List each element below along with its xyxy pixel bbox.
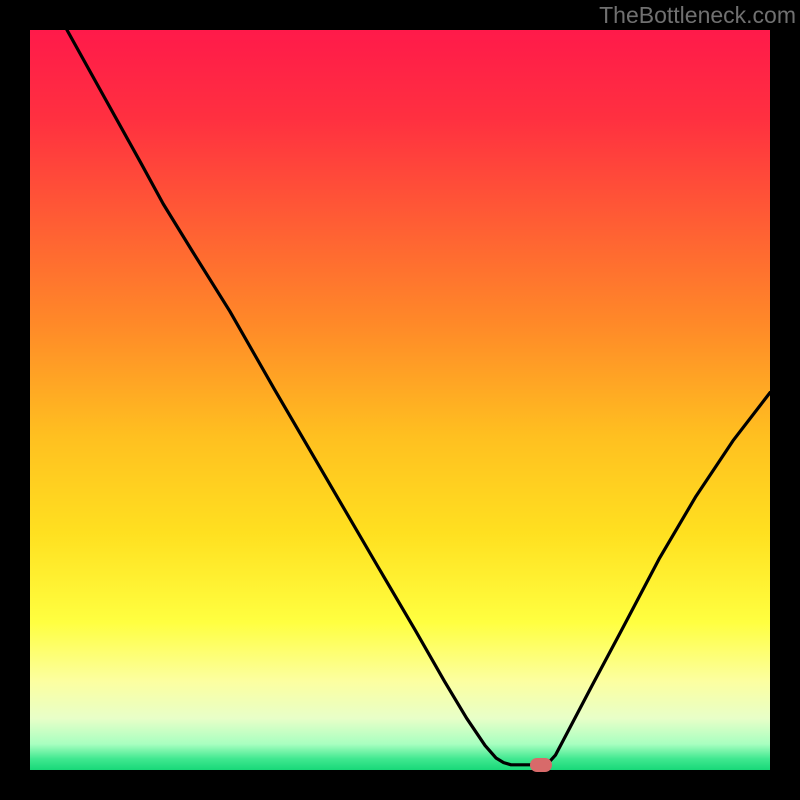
gradient-background (30, 30, 770, 770)
watermark-text: TheBottleneck.com (599, 2, 796, 29)
optimal-point-marker (530, 758, 552, 772)
plot-area (30, 30, 770, 770)
